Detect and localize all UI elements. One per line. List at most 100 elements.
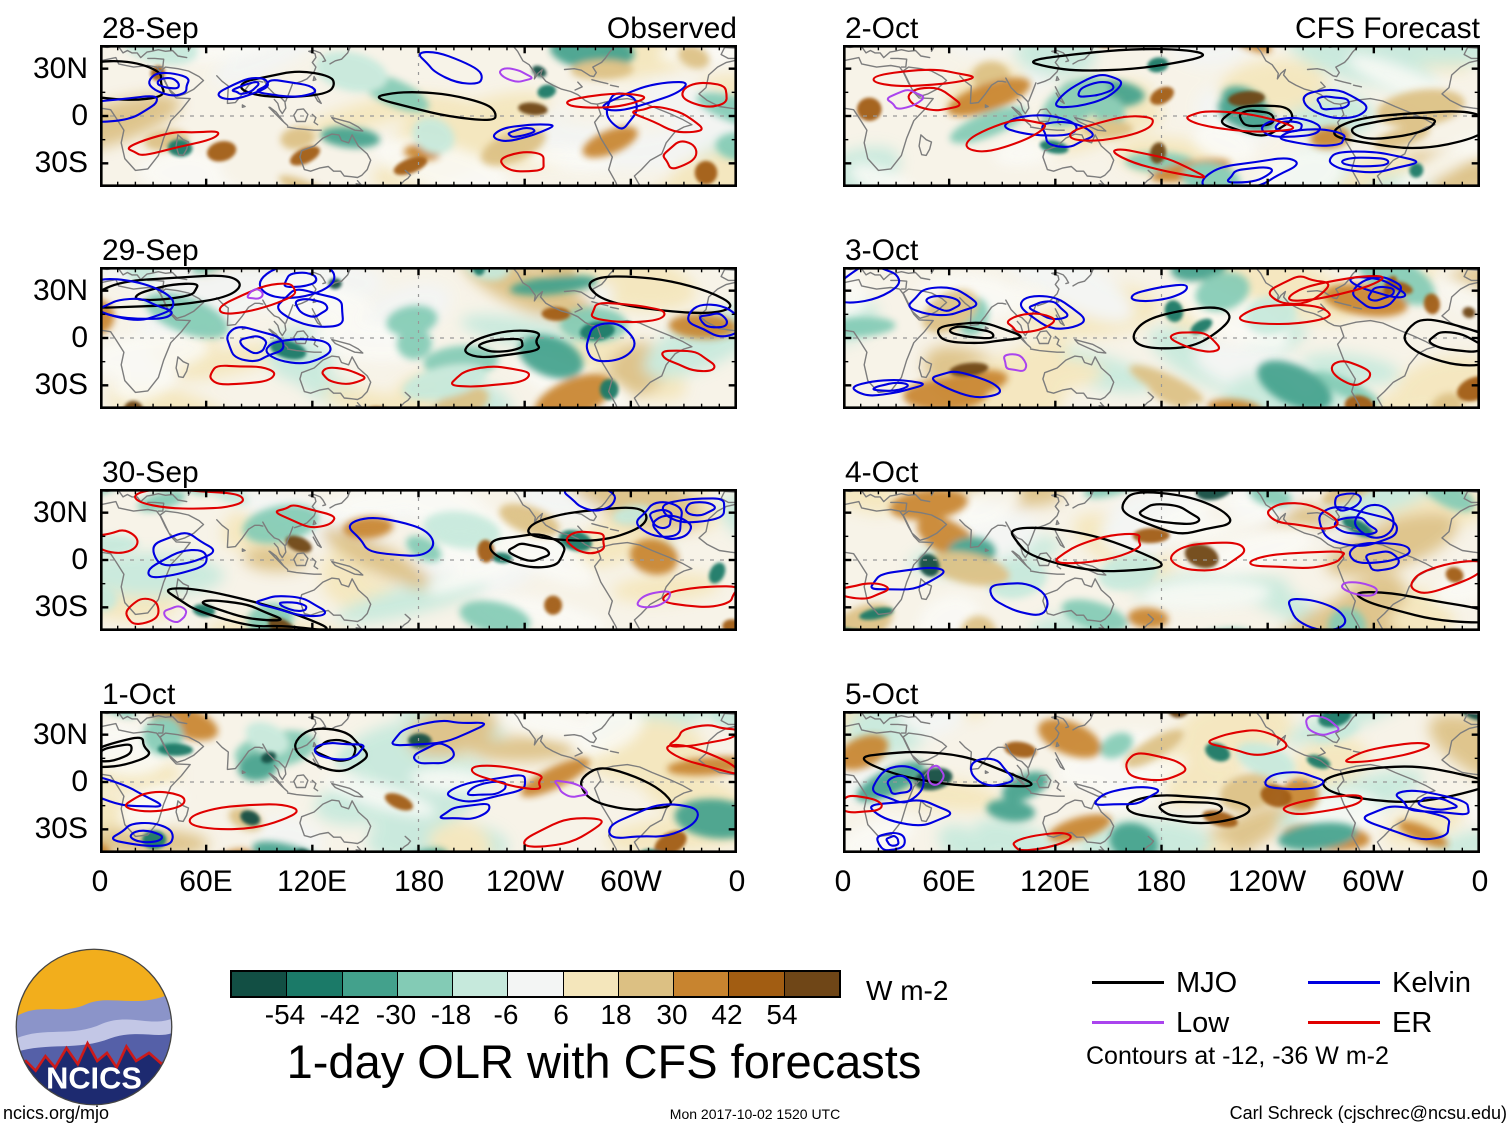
map-forecast-4 <box>843 711 1480 853</box>
colorbar-cell <box>232 972 288 996</box>
x-tick: 60E <box>922 865 976 898</box>
map-observed-2 <box>100 267 737 409</box>
footer-contact: Carl Schreck (cjschrec@ncsu.edu) <box>1229 1103 1507 1123</box>
y-tick-30s: 30S <box>34 812 88 845</box>
panel-date: 2-Oct <box>845 12 919 45</box>
colorbar-unit: W m-2 <box>866 975 949 1006</box>
panel-forecast-4: 5-Oct <box>843 673 1480 853</box>
panel-title-row: 5-Oct <box>843 673 1480 711</box>
map-forecast-3 <box>843 489 1480 631</box>
map-observed-4 <box>100 711 737 853</box>
x-tick: 120E <box>1019 865 1091 898</box>
panel-forecast-3: 4-Oct <box>843 451 1480 631</box>
x-tick: 60E <box>179 865 233 898</box>
map-observed-3 <box>100 489 737 631</box>
colorbar-cell <box>397 972 454 996</box>
colorbar-tick: 42 <box>711 999 743 1030</box>
panel-title-row: 2-Oct CFS Forecast <box>843 7 1480 45</box>
panel-date: 3-Oct <box>845 234 919 267</box>
panel-date: 4-Oct <box>845 456 919 489</box>
y-tick-30n: 30N <box>32 274 88 307</box>
y-tick-30s: 30S <box>34 590 88 623</box>
map-forecast-2 <box>843 267 1480 409</box>
y-tick-30n: 30N <box>32 718 88 751</box>
panel-title-row: 4-Oct <box>843 451 1480 489</box>
colorbar-tick: -6 <box>493 999 519 1030</box>
colorbar-cell <box>287 972 343 996</box>
colorbar-cell <box>674 972 730 996</box>
legend-line-low <box>1092 1021 1164 1024</box>
legend-line-er <box>1308 1021 1380 1024</box>
logo-ring <box>15 948 173 1106</box>
colorbar-cell <box>563 972 619 996</box>
y-tick-eq: 0 <box>71 543 88 576</box>
x-tick: 180 <box>393 865 445 898</box>
map-observed-1 <box>100 45 737 187</box>
x-tick: 180 <box>1135 865 1187 898</box>
panel-observed-2: 29-Sep <box>100 229 737 409</box>
x-tick: 60W <box>600 865 662 898</box>
logo-text: NCICS <box>46 1061 142 1096</box>
logo-redline <box>16 1040 172 1073</box>
colorbar-tick: 6 <box>553 999 569 1030</box>
colorbar-tick: 18 <box>600 999 632 1030</box>
x-tick: 0 <box>91 865 109 898</box>
x-tick: 0 <box>834 865 852 898</box>
footer-timestamp: Mon 2017-10-02 1520 UTC <box>669 1106 841 1122</box>
x-tick: 60W <box>1342 865 1404 898</box>
panel-observed-4: 1-Oct <box>100 673 737 853</box>
y-tick-eq: 0 <box>71 321 88 354</box>
colorbar-cell <box>729 972 785 996</box>
x-tick: 120W <box>1227 865 1307 898</box>
x-tick: 120W <box>485 865 565 898</box>
y-tick-eq: 0 <box>71 99 88 132</box>
y-tick-30n: 30N <box>32 496 88 529</box>
panel-title-row: 3-Oct <box>843 229 1480 267</box>
colorbar-tick: 54 <box>766 999 798 1030</box>
x-tick: 0 <box>1471 865 1489 898</box>
panel-observed-1: 28-Sep Observed <box>100 7 737 187</box>
y-tick-30s: 30S <box>34 146 88 179</box>
legend-label-low: Low <box>1176 1007 1230 1039</box>
y-tick-30s: 30S <box>34 368 88 401</box>
panel-title-row: 28-Sep Observed <box>100 7 737 45</box>
legend-label-kelvin: Kelvin <box>1392 967 1471 999</box>
x-tick: 0 <box>728 865 746 898</box>
column-header-observed: Observed <box>606 12 737 45</box>
x-tick: 120E <box>276 865 348 898</box>
panel-observed-3: 30-Sep <box>100 451 737 631</box>
colorbar-tick: 30 <box>656 999 688 1030</box>
panel-title-row: 1-Oct <box>100 673 737 711</box>
colorbar-cell <box>618 972 675 996</box>
column-header-cfs-forecast: CFS Forecast <box>1294 12 1480 45</box>
panel-date: 29-Sep <box>102 234 199 267</box>
panel-forecast-1: 2-Oct CFS Forecast <box>843 7 1480 187</box>
legend-label-er: ER <box>1392 1007 1433 1039</box>
y-tick-eq: 0 <box>71 765 88 798</box>
legend-line-mjo <box>1092 981 1164 984</box>
panel-title-row: 29-Sep <box>100 229 737 267</box>
legend-line-kelvin <box>1308 981 1380 984</box>
legend-note: Contours at -12, -36 W m-2 <box>1086 1042 1389 1070</box>
colorbar-cell <box>784 972 839 996</box>
panel-forecast-2: 3-Oct <box>843 229 1480 409</box>
colorbar-cell <box>453 972 509 996</box>
ncics-logo: NCICS <box>15 948 173 1106</box>
panel-title-row: 30-Sep <box>100 451 737 489</box>
colorbar-tick: -54 <box>264 999 306 1030</box>
panel-date: 28-Sep <box>102 12 199 45</box>
panel-date: 30-Sep <box>102 456 199 489</box>
colorbar-cell <box>508 972 564 996</box>
colorbar-cell <box>342 972 398 996</box>
footer-url: ncics.org/mjo <box>3 1103 110 1123</box>
colorbar-tick: -42 <box>319 999 361 1030</box>
panel-date: 5-Oct <box>845 678 919 711</box>
panel-date: 1-Oct <box>102 678 176 711</box>
colorbar-tick: -18 <box>430 999 472 1030</box>
figure-title: 1-day OLR with CFS forecasts <box>286 1035 922 1088</box>
y-tick-30n: 30N <box>32 52 88 85</box>
colorbar-tick: -30 <box>375 999 417 1030</box>
colorbar <box>230 970 841 998</box>
map-forecast-1 <box>843 45 1480 187</box>
legend-label-mjo: MJO <box>1176 967 1238 999</box>
